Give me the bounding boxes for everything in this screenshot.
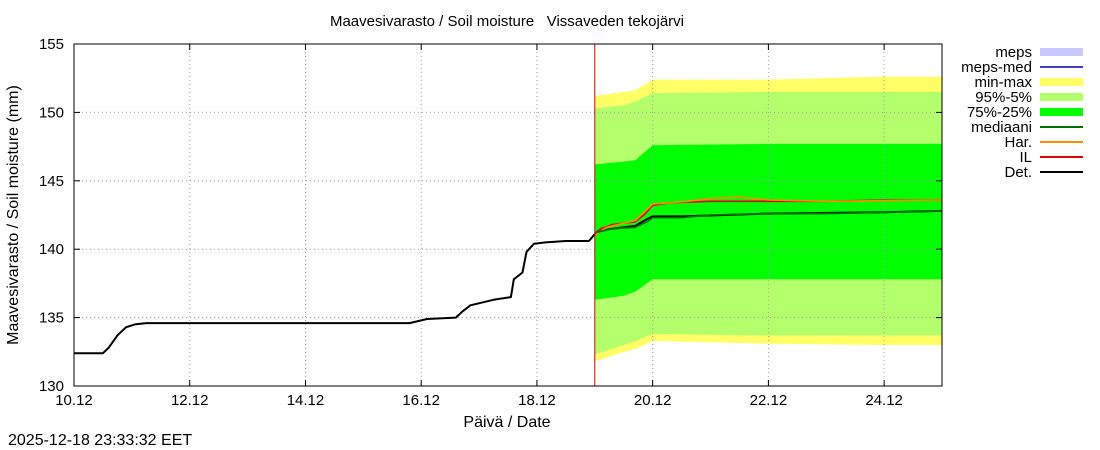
timestamp-label: 2025-12-18 23:33:32 EET: [8, 432, 192, 449]
x-axis-label: Päivä / Date: [463, 414, 550, 431]
legend-label-il: IL: [1019, 149, 1032, 166]
legend-label-har: Har.: [1004, 134, 1032, 151]
y-tick-label: 155: [39, 36, 64, 53]
y-tick-label: 135: [39, 310, 64, 327]
legend-swatch-p95_5: [1040, 93, 1083, 101]
y-axis-label: Maavesivarasto / Soil moisture (mm): [5, 85, 22, 345]
x-tick-label: 22.12: [750, 392, 788, 409]
y-tick-label: 130: [39, 378, 64, 395]
series-det: [74, 209, 943, 355]
y-tick-label: 140: [39, 241, 64, 258]
legend-label-p95_5: 95%-5%: [975, 89, 1032, 106]
legend-swatch-minmax: [1040, 78, 1083, 86]
legend-swatch-meps: [1040, 48, 1083, 56]
x-tick-label: 12.12: [171, 392, 209, 409]
legend-label-meps: meps: [995, 44, 1032, 61]
x-tick-label: 10.12: [55, 392, 93, 409]
series-median: [594, 210, 943, 234]
x-tick-label: 14.12: [287, 392, 325, 409]
y-tick-label: 150: [39, 104, 64, 121]
axes: 10.12 12.12 14.12 16.12 18.12 20.12 22.12 24.12…: [39, 36, 943, 409]
legend-swatch-p75_25: [1040, 108, 1083, 116]
legend: mepsmeps-medmin-max95%-5%75%-25%mediaani…: [961, 44, 1083, 181]
legend-label-meps_med: meps-med: [961, 59, 1032, 76]
legend-label-p75_25: 75%-25%: [967, 104, 1032, 121]
x-tick-label: 18.12: [518, 392, 556, 409]
band-p75_25: [594, 143, 942, 300]
chart-title: Maavesivarasto / Soil moisture Vissavede…: [330, 13, 684, 30]
x-tick-label: 20.12: [634, 392, 672, 409]
plot-area: [74, 44, 943, 386]
legend-label-median: mediaani: [971, 119, 1032, 136]
legend-label-minmax: min-max: [974, 74, 1032, 91]
x-tick-label: 16.12: [402, 392, 440, 409]
plot-frame: [73, 43, 943, 387]
series-har: [594, 196, 943, 237]
x-tick-label: 24.12: [865, 392, 903, 409]
y-tick-label: 145: [39, 173, 64, 190]
legend-label-det: Det.: [1004, 164, 1032, 181]
